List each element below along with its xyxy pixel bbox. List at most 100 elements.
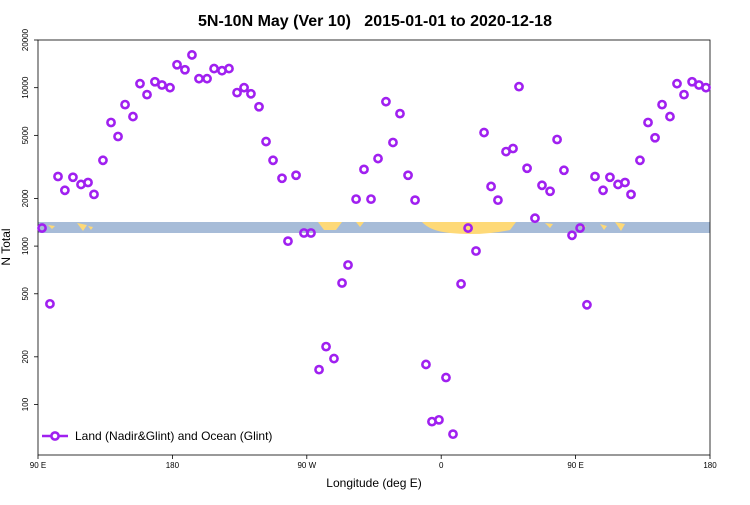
point	[434, 414, 444, 425]
point	[514, 81, 524, 92]
x-tick-label: 90 W	[297, 461, 316, 470]
point	[508, 143, 518, 154]
point	[351, 194, 361, 205]
point	[665, 111, 675, 122]
point	[172, 59, 182, 70]
point	[448, 429, 458, 440]
y-tick-label: 1000	[21, 237, 30, 255]
point	[701, 82, 711, 93]
y-tick-label: 200	[21, 350, 30, 364]
point	[421, 359, 431, 370]
point	[268, 155, 278, 166]
point	[343, 260, 353, 270]
point	[582, 299, 592, 310]
point	[657, 99, 667, 110]
y-axis-label: N Total	[0, 228, 13, 265]
point	[575, 223, 585, 233]
point	[635, 155, 645, 166]
point	[209, 63, 219, 74]
chart-title: 5N-10N May (Ver 10) 2015-01-01 to 2020-1…	[198, 13, 552, 30]
point	[650, 132, 660, 143]
map-strip	[38, 222, 710, 234]
point	[605, 172, 615, 183]
point	[232, 87, 242, 98]
point	[672, 78, 682, 89]
point	[128, 111, 138, 122]
point	[68, 172, 78, 183]
y-tick-label: 500	[21, 287, 30, 301]
point	[142, 89, 152, 100]
point	[306, 228, 316, 238]
x-tick-label: 180	[166, 461, 180, 470]
point	[187, 50, 197, 60]
point	[291, 170, 301, 181]
plot-frame	[37, 39, 711, 456]
point	[479, 127, 489, 138]
point	[559, 165, 569, 176]
point	[537, 180, 547, 191]
point	[165, 82, 175, 93]
point	[59, 185, 70, 196]
point	[486, 181, 496, 192]
point	[37, 223, 47, 233]
point	[463, 223, 473, 233]
point	[552, 134, 562, 145]
point	[381, 96, 391, 107]
point	[202, 73, 212, 84]
point	[254, 101, 264, 112]
point	[89, 189, 99, 200]
x-tick-label: 90 E	[30, 461, 46, 470]
x-tick-label: 180	[703, 461, 717, 470]
point	[98, 155, 108, 166]
point	[83, 177, 93, 188]
point	[590, 171, 600, 182]
y-tick-label: 2000	[21, 189, 30, 207]
point	[522, 163, 532, 174]
point	[373, 153, 383, 164]
point	[329, 353, 339, 364]
x-tick-label: 90 E	[567, 461, 583, 470]
legend-marker	[50, 431, 60, 441]
point	[45, 298, 55, 309]
ocean-strip	[38, 222, 710, 233]
point	[261, 136, 271, 147]
point	[337, 278, 347, 288]
x-tick-label: 0	[439, 461, 444, 470]
point	[626, 189, 636, 200]
point	[366, 194, 376, 205]
point	[53, 171, 63, 182]
point	[224, 63, 234, 74]
point	[410, 195, 420, 206]
y-tick-label: 5000	[21, 126, 30, 144]
point	[388, 137, 398, 148]
point	[359, 164, 369, 175]
point	[120, 99, 130, 110]
point	[395, 108, 405, 119]
point	[643, 117, 653, 128]
point	[471, 246, 481, 256]
y-tick-label: 100	[21, 397, 30, 411]
point	[314, 364, 324, 375]
point	[456, 279, 466, 289]
point	[441, 372, 451, 383]
land-strip	[48, 222, 625, 234]
point	[277, 173, 287, 184]
point	[283, 236, 293, 247]
point	[180, 64, 190, 75]
x-axis-label: Longitude (deg E)	[326, 476, 421, 490]
y-tick-label: 20000	[21, 28, 30, 51]
point	[403, 170, 413, 181]
point	[135, 78, 145, 89]
point	[530, 213, 540, 224]
point	[246, 88, 256, 99]
point	[239, 82, 249, 93]
point	[598, 185, 608, 196]
point	[106, 117, 116, 128]
point	[321, 341, 331, 352]
point	[567, 230, 577, 241]
point	[545, 186, 555, 197]
point	[157, 80, 167, 90]
point	[493, 195, 503, 206]
